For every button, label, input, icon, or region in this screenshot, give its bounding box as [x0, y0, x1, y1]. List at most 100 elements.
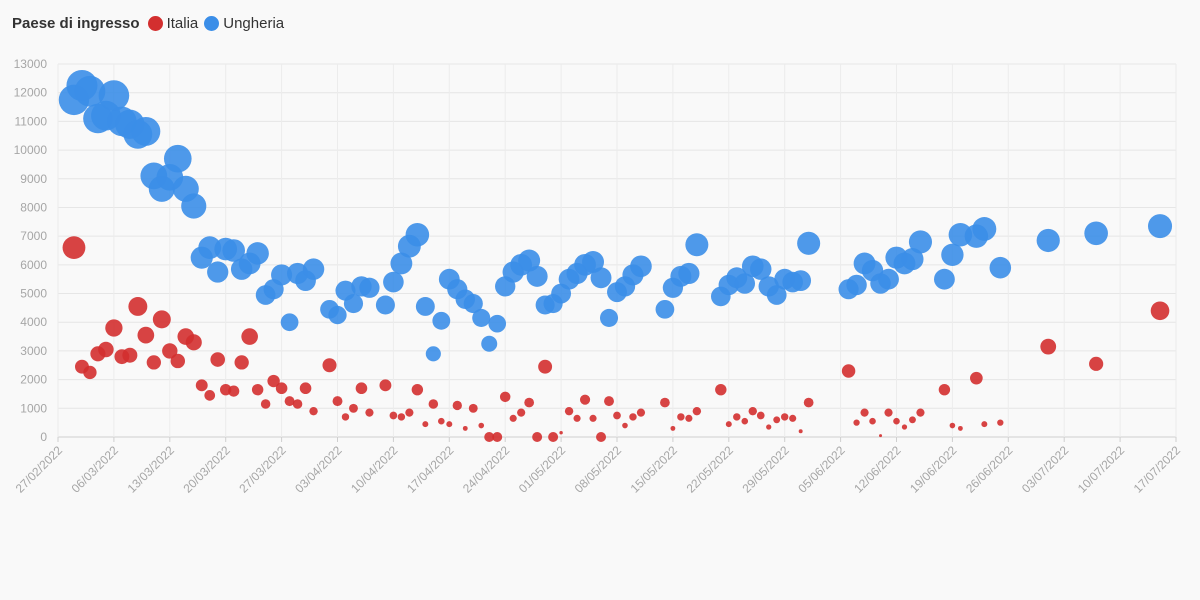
point-italia[interactable]: [997, 419, 1004, 426]
point-italia[interactable]: [629, 413, 637, 421]
point-italia[interactable]: [162, 343, 178, 359]
point-ungheria[interactable]: [908, 230, 933, 254]
point-italia[interactable]: [484, 432, 495, 442]
point-ungheria[interactable]: [1036, 228, 1060, 253]
point-ungheria[interactable]: [972, 217, 997, 241]
point-italia[interactable]: [548, 432, 559, 442]
point-italia[interactable]: [98, 341, 114, 358]
point-ungheria[interactable]: [526, 265, 548, 287]
point-italia[interactable]: [170, 353, 186, 369]
point-italia[interactable]: [292, 399, 303, 409]
point-ungheria[interactable]: [432, 311, 451, 330]
point-italia[interactable]: [957, 425, 963, 431]
point-ungheria[interactable]: [797, 231, 821, 255]
point-italia[interactable]: [559, 430, 563, 435]
point-italia[interactable]: [970, 371, 983, 385]
point-ungheria[interactable]: [582, 251, 605, 273]
point-italia[interactable]: [538, 359, 553, 374]
point-ungheria[interactable]: [280, 313, 299, 332]
point-italia[interactable]: [692, 406, 702, 416]
point-italia[interactable]: [389, 411, 398, 420]
point-italia[interactable]: [841, 364, 856, 378]
point-italia[interactable]: [83, 365, 97, 380]
point-ungheria[interactable]: [989, 256, 1012, 279]
point-italia[interactable]: [748, 406, 757, 416]
point-italia[interactable]: [260, 399, 271, 409]
point-ungheria[interactable]: [1147, 214, 1173, 239]
point-italia[interactable]: [332, 396, 343, 407]
point-italia[interactable]: [446, 421, 453, 428]
point-italia[interactable]: [981, 421, 988, 428]
point-italia[interactable]: [909, 416, 916, 424]
point-ungheria[interactable]: [390, 252, 413, 275]
point-italia[interactable]: [462, 425, 468, 431]
point-italia[interactable]: [299, 382, 312, 395]
point-ungheria[interactable]: [472, 308, 491, 327]
point-italia[interactable]: [524, 397, 535, 408]
point-ungheria[interactable]: [790, 270, 812, 291]
point-italia[interactable]: [195, 379, 208, 392]
point-italia[interactable]: [284, 396, 295, 407]
point-ungheria[interactable]: [734, 273, 756, 294]
point-italia[interactable]: [105, 319, 123, 337]
point-ungheria[interactable]: [415, 296, 435, 316]
point-italia[interactable]: [773, 416, 781, 424]
point-ungheria[interactable]: [934, 268, 955, 290]
point-ungheria[interactable]: [222, 239, 245, 262]
point-ungheria[interactable]: [599, 308, 619, 327]
point-italia[interactable]: [579, 394, 591, 405]
point-italia[interactable]: [137, 326, 155, 344]
point-ungheria[interactable]: [750, 258, 772, 280]
point-italia[interactable]: [492, 432, 503, 442]
point-ungheria[interactable]: [163, 144, 192, 173]
point-italia[interactable]: [1089, 356, 1104, 371]
point-italia[interactable]: [604, 396, 614, 407]
point-ungheria[interactable]: [655, 299, 675, 319]
point-ungheria[interactable]: [271, 264, 293, 286]
point-italia[interactable]: [422, 421, 429, 428]
point-italia[interactable]: [517, 408, 526, 417]
point-italia[interactable]: [185, 334, 202, 351]
point-italia[interactable]: [210, 352, 226, 367]
point-italia[interactable]: [860, 408, 869, 417]
point-italia[interactable]: [355, 382, 368, 395]
point-italia[interactable]: [251, 383, 264, 396]
point-italia[interactable]: [341, 413, 350, 421]
point-ungheria[interactable]: [131, 116, 161, 146]
point-italia[interactable]: [766, 424, 772, 430]
point-ungheria[interactable]: [98, 80, 130, 111]
point-italia[interactable]: [146, 355, 161, 370]
point-italia[interactable]: [798, 429, 803, 434]
point-ungheria[interactable]: [359, 277, 380, 298]
point-ungheria[interactable]: [405, 222, 430, 247]
point-ungheria[interactable]: [1084, 221, 1108, 246]
point-italia[interactable]: [411, 383, 424, 396]
point-ungheria[interactable]: [425, 346, 441, 362]
point-ungheria[interactable]: [590, 267, 612, 289]
point-italia[interactable]: [901, 424, 908, 430]
point-italia[interactable]: [869, 417, 876, 425]
point-ungheria[interactable]: [375, 295, 395, 315]
point-italia[interactable]: [309, 406, 318, 416]
point-italia[interactable]: [397, 413, 406, 421]
point-italia[interactable]: [438, 417, 445, 425]
point-italia[interactable]: [853, 419, 860, 426]
point-italia[interactable]: [589, 414, 597, 422]
point-italia[interactable]: [322, 358, 337, 373]
point-italia[interactable]: [660, 397, 670, 408]
point-ungheria[interactable]: [207, 261, 229, 283]
point-ungheria[interactable]: [766, 285, 787, 305]
point-ungheria[interactable]: [328, 305, 347, 325]
point-italia[interactable]: [670, 425, 676, 431]
point-italia[interactable]: [122, 347, 138, 363]
point-italia[interactable]: [204, 390, 216, 401]
point-italia[interactable]: [1040, 338, 1057, 355]
point-italia[interactable]: [613, 411, 621, 420]
point-ungheria[interactable]: [383, 271, 404, 293]
point-ungheria[interactable]: [941, 243, 964, 266]
point-italia[interactable]: [803, 397, 814, 408]
legend-item-italia[interactable]: Italia: [147, 15, 198, 32]
point-ungheria[interactable]: [678, 262, 700, 285]
point-ungheria[interactable]: [878, 268, 899, 290]
point-italia[interactable]: [789, 414, 797, 422]
